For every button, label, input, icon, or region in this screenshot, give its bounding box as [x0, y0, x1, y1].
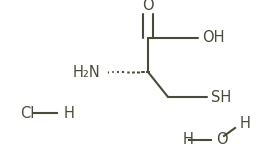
Text: H: H	[64, 106, 75, 120]
Text: Cl: Cl	[20, 106, 34, 120]
Text: O: O	[216, 133, 228, 148]
Text: SH: SH	[211, 89, 231, 104]
Text: H₂N: H₂N	[72, 64, 100, 80]
Text: OH: OH	[202, 31, 225, 46]
Text: H: H	[240, 117, 251, 131]
Text: O: O	[142, 0, 154, 13]
Text: H: H	[183, 133, 194, 148]
